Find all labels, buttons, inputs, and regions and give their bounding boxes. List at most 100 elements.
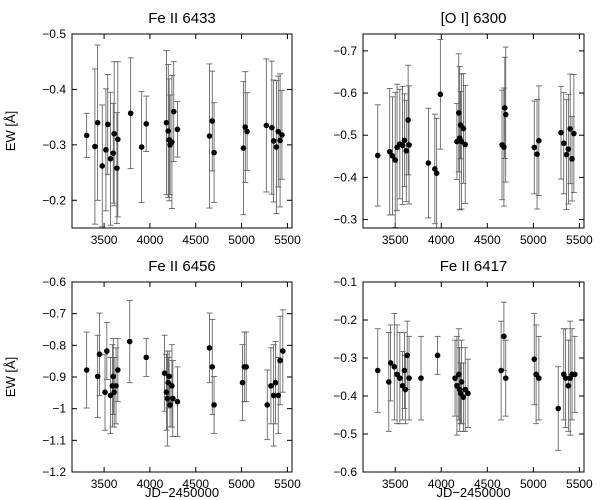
- data-point: [166, 373, 172, 380]
- data-point: [498, 367, 504, 374]
- x-tick-label: 5500: [274, 233, 301, 247]
- data-point: [211, 149, 217, 156]
- data-point: [104, 121, 111, 128]
- data-point: [434, 352, 441, 359]
- panel-title: Fe II 6456: [148, 258, 216, 275]
- x-tick-label: 3500: [91, 477, 118, 491]
- data-point: [397, 375, 403, 381]
- data-point: [433, 170, 440, 176]
- data-point: [501, 144, 507, 150]
- data-point: [462, 141, 469, 148]
- data-point: [169, 139, 175, 145]
- y-tick-label: −0.7: [333, 44, 357, 58]
- data-point: [502, 111, 509, 118]
- data-point: [113, 383, 119, 389]
- data-point: [264, 402, 271, 408]
- data-point: [275, 128, 282, 135]
- panel-4: 3500 4000 4500 5000 5500 −0.6 −0.5 −0.4 −0.3 −0.2…: [333, 258, 593, 500]
- y-tick-label: −0.8: [42, 338, 66, 352]
- data-point: [465, 390, 471, 397]
- y-axis-label: EW [Å]: [3, 111, 18, 151]
- data-point: [402, 386, 409, 393]
- data-point: [107, 392, 114, 399]
- data-point: [432, 166, 438, 172]
- data-point: [243, 364, 249, 370]
- panel-title: [O I] 6300: [441, 10, 507, 27]
- data-point: [399, 142, 406, 149]
- data-point: [565, 382, 572, 389]
- y-tick-label: −0.1: [333, 275, 357, 289]
- y-tick-label: −0.6: [333, 86, 357, 100]
- data-point: [272, 379, 279, 386]
- x-tick-label: 4000: [428, 477, 455, 491]
- y-tick-label: −0.9: [42, 370, 66, 384]
- data-point: [562, 375, 569, 381]
- x-tick-label: 3500: [91, 233, 118, 247]
- data-point: [127, 110, 134, 117]
- data-point: [115, 367, 121, 373]
- x-tick-label: 5000: [520, 477, 547, 491]
- data-point: [406, 142, 412, 148]
- data-point: [531, 356, 538, 362]
- data-point: [161, 370, 168, 377]
- data-point: [242, 124, 249, 130]
- panel-3: 3500 4000 4500 5000 5500 −1.2 −1.1 −1 −0.9 −0.8 −0…: [3, 258, 301, 500]
- data-point: [103, 147, 109, 153]
- data-point: [501, 333, 507, 340]
- plot-frame: [71, 281, 293, 473]
- x-tick-label: 4500: [474, 233, 501, 247]
- data-point: [270, 392, 277, 399]
- y-tick-label: −0.5: [333, 128, 357, 142]
- data-point: [560, 140, 567, 147]
- y-tick-label: −0.4: [333, 389, 357, 403]
- data-point: [385, 379, 392, 385]
- plot-frame: [362, 33, 585, 229]
- data-point: [279, 132, 285, 138]
- x-tick-label: 5500: [566, 233, 593, 247]
- data-point: [263, 122, 270, 129]
- data-point: [571, 130, 577, 137]
- panel-title: Fe II 6417: [440, 258, 508, 275]
- data-point: [167, 402, 173, 408]
- data-point: [534, 151, 540, 157]
- data-point: [170, 395, 176, 402]
- data-point: [163, 389, 170, 396]
- data-point: [104, 348, 110, 354]
- data-point: [277, 137, 283, 144]
- data-point: [406, 375, 412, 381]
- panel-2: 3500 4000 4500 5000 5500 −0.3 −0.4 −0.5 −0.6 −0.7…: [333, 10, 593, 247]
- data-point: [169, 383, 175, 389]
- data-point: [102, 389, 108, 396]
- data-point: [170, 108, 177, 115]
- data-point: [99, 163, 106, 169]
- data-point: [536, 375, 542, 381]
- data-point: [239, 379, 246, 386]
- y-tick-label: −0.6: [333, 465, 357, 479]
- data-point: [567, 126, 573, 132]
- data-point: [387, 360, 394, 366]
- data-point: [531, 144, 538, 151]
- x-tick-label: 5000: [228, 477, 255, 491]
- data-point: [174, 126, 181, 133]
- data-point: [209, 118, 216, 124]
- data-point: [502, 375, 509, 381]
- data-point: [111, 389, 117, 396]
- data-point: [143, 354, 150, 361]
- data-point: [126, 338, 133, 345]
- x-tick-label: 4000: [428, 233, 455, 247]
- data-point: [277, 357, 283, 364]
- data-point: [165, 128, 172, 134]
- data-point: [405, 117, 411, 123]
- data-point: [92, 143, 98, 150]
- data-point: [96, 351, 103, 358]
- data-point: [455, 371, 462, 378]
- data-point: [386, 148, 393, 155]
- data-point: [280, 348, 286, 354]
- data-point: [164, 395, 171, 402]
- data-point: [403, 148, 410, 154]
- data-point: [275, 392, 282, 399]
- x-tick-label: 4000: [137, 233, 164, 247]
- data-point: [107, 155, 114, 162]
- data-point: [425, 160, 432, 166]
